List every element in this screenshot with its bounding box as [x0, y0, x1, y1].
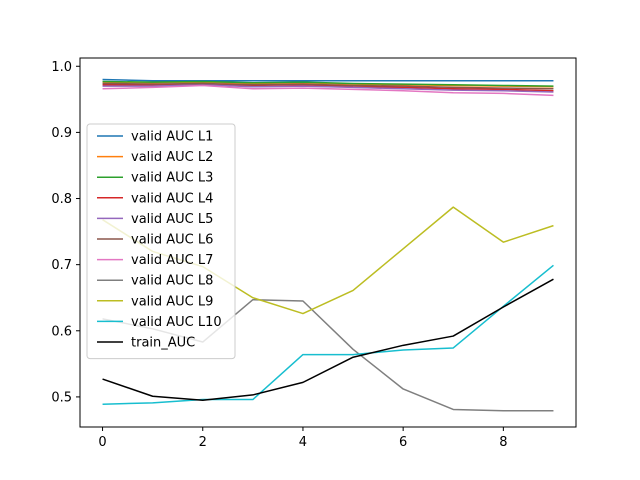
x-tick-label: 0 — [98, 435, 106, 450]
x-tick-label: 2 — [199, 435, 207, 450]
series-line-6 — [102, 82, 554, 90]
y-tick-label: 1.0 — [51, 60, 72, 75]
legend-label-8: valid AUC L8 — [131, 274, 213, 289]
series-line-5 — [102, 84, 554, 93]
axes-layer: 0 2 4 6 8 0.5 0.6 0.7 0.8 0.9 1.0 — [51, 57, 577, 450]
legend-label-4: valid AUC L4 — [131, 191, 213, 206]
x-tick-label: 8 — [499, 435, 507, 450]
legend-label-5: valid AUC L5 — [131, 212, 213, 227]
series-line-7 — [102, 84, 554, 97]
series-line-3 — [102, 80, 554, 87]
x-tick-label: 4 — [299, 435, 307, 450]
y-tick-label: 0.9 — [51, 126, 72, 141]
legend-label-1: valid AUC L1 — [131, 130, 213, 145]
legend-label-6: valid AUC L6 — [131, 233, 213, 248]
x-tick-label: 6 — [399, 435, 407, 450]
legend-label-3: valid AUC L3 — [131, 171, 213, 186]
legend-label-7: valid AUC L7 — [131, 253, 213, 268]
y-tick-label: 0.5 — [51, 390, 72, 405]
legend-box — [86, 123, 236, 360]
legend-label-2: valid AUC L2 — [131, 150, 213, 165]
y-tick-label: 0.6 — [51, 324, 72, 339]
legend-label-9: valid AUC L9 — [131, 294, 213, 309]
series-line-10 — [102, 264, 554, 405]
series-line-11 — [102, 278, 554, 401]
plot-frame — [79, 57, 577, 428]
y-tick-label: 0.8 — [51, 192, 72, 207]
y-tick-label: 0.7 — [51, 258, 72, 273]
legend: valid AUC L1 valid AUC L2 valid AUC L3 vali… — [86, 123, 236, 360]
series-line-1 — [102, 78, 554, 82]
legend-label-11: train_AUC — [131, 336, 195, 351]
legend-label-10: valid AUC L10 — [131, 315, 222, 330]
